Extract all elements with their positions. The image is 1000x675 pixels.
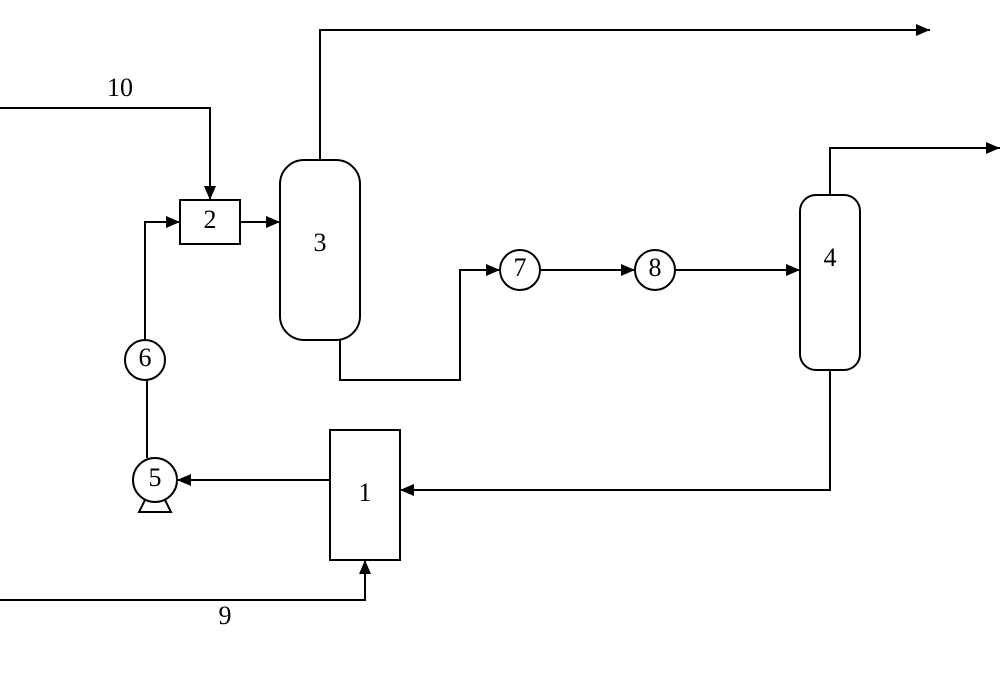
edge-mixer2-to-vessel3 xyxy=(240,216,280,228)
arrowhead xyxy=(486,264,500,276)
arrowhead xyxy=(916,24,930,36)
vessel3-label: 3 xyxy=(314,228,327,257)
arrowhead xyxy=(786,264,800,276)
mixer2-label: 2 xyxy=(204,205,217,234)
node-mixer2: 2 xyxy=(180,200,240,244)
pump5-label: 5 xyxy=(149,463,162,492)
arrowhead xyxy=(166,216,180,228)
edge-vessel3-bot-to-7 xyxy=(340,264,500,380)
vessel4-label: 4 xyxy=(824,243,837,272)
node-tank1: 1 xyxy=(330,430,400,560)
arrowhead xyxy=(177,474,191,486)
edge-vessel3-top-out xyxy=(320,24,930,160)
node-pump5: 5 xyxy=(133,458,177,512)
edge-tank1-to-pump5 xyxy=(177,474,330,486)
label9: 9 xyxy=(219,601,232,630)
arrowhead xyxy=(204,186,216,200)
tank1-label: 1 xyxy=(359,478,372,507)
arrowhead xyxy=(621,264,635,276)
node-vessel4: 4 xyxy=(800,195,860,370)
arrowhead xyxy=(986,142,1000,154)
edge-vessel4-top-out xyxy=(830,142,1000,195)
node6-label: 6 xyxy=(139,343,152,372)
edge-inlet10-to-mixer2 xyxy=(0,108,216,200)
edge-vessel4-bot-to-1 xyxy=(400,370,830,496)
label10: 10 xyxy=(107,73,133,102)
arrowhead xyxy=(359,560,371,574)
node-vessel3: 3 xyxy=(280,160,360,340)
edge-inlet9-to-tank1 xyxy=(0,560,371,600)
edge-node8-to-vessel4 xyxy=(675,264,800,276)
edge-node6-to-mixer2 xyxy=(145,216,180,340)
nodes-layer: 1 2 3 4 5 6 7 8 xyxy=(125,160,860,560)
node8-label: 8 xyxy=(649,253,662,282)
edge-node7-to-node8 xyxy=(540,264,635,276)
node-node6: 6 xyxy=(125,340,165,380)
arrowhead xyxy=(266,216,280,228)
node-node7: 7 xyxy=(500,250,540,290)
node-node8: 8 xyxy=(635,250,675,290)
node7-label: 7 xyxy=(514,253,527,282)
arrowhead xyxy=(400,484,414,496)
